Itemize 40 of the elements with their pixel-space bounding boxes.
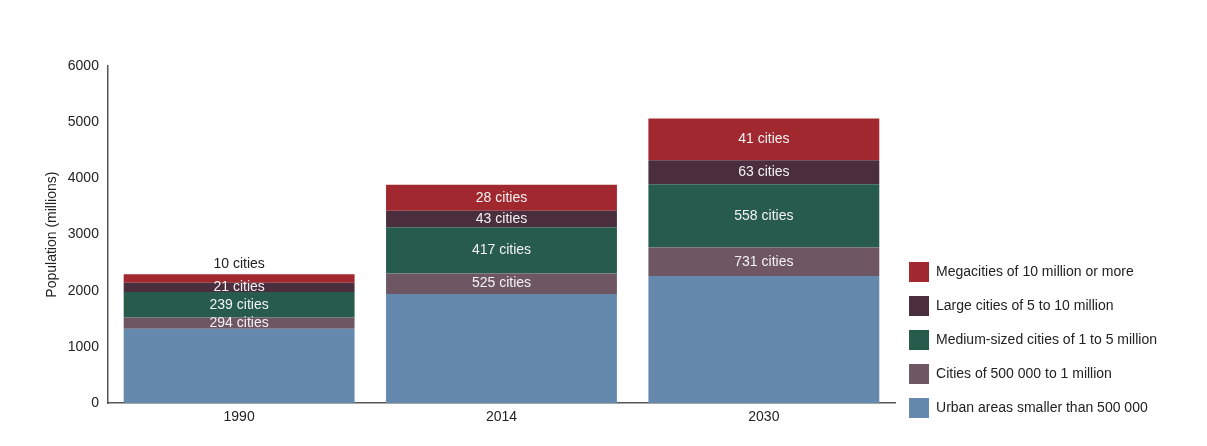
bar: [648, 275, 880, 404]
legend-label: Megacities of 10 million or more: [936, 262, 1134, 279]
annotation: 294 cities: [209, 313, 269, 330]
legend-label: Cities of 500 000 to 1 million: [936, 364, 1112, 381]
x-tick-label: 2030: [748, 408, 780, 425]
annotation: 558 cities: [734, 206, 794, 223]
annotation: 525 cities: [471, 274, 532, 291]
bar: [648, 160, 880, 185]
bar: [386, 227, 617, 274]
bar: [648, 118, 880, 161]
bar: [123, 317, 355, 329]
bar: [123, 291, 355, 318]
bar: [386, 273, 617, 294]
x-tick-label: 1990: [223, 408, 255, 425]
annotation: 239 cities: [209, 295, 269, 312]
annotation: 417 cities: [471, 241, 532, 258]
y-tick-label: 5000: [67, 113, 100, 130]
annotation: 41 cities: [738, 130, 790, 147]
y-tick-label: 4000: [67, 169, 100, 186]
annotation: 10 cities: [213, 255, 265, 272]
y-tick-label: 3000: [67, 225, 100, 242]
bar: [648, 184, 880, 248]
annotation: 731 cities: [734, 252, 794, 269]
y-tick-label: 2000: [67, 281, 100, 298]
legend-label: Medium-sized cities of 1 to 5 million: [936, 330, 1158, 347]
bar: [386, 184, 617, 211]
bar: [386, 293, 617, 404]
y-tick-label: 1000: [67, 337, 100, 354]
annotation: 21 cities: [213, 278, 265, 295]
bar: [648, 247, 880, 276]
legend-label: Urban areas smaller than 500 000: [936, 398, 1148, 415]
y-axis-title: Population (millions): [43, 171, 60, 298]
y-tick-label: 0: [91, 394, 100, 411]
x-tick-label: 2014: [485, 408, 518, 425]
annotation: 43 cities: [475, 209, 528, 226]
bar: [123, 328, 355, 404]
legend-label: Large cities of 5 to 10 million: [936, 296, 1114, 313]
annotation: 28 cities: [475, 188, 528, 205]
y-tick-label: 6000: [67, 56, 100, 73]
annotation: 63 cities: [738, 163, 790, 180]
